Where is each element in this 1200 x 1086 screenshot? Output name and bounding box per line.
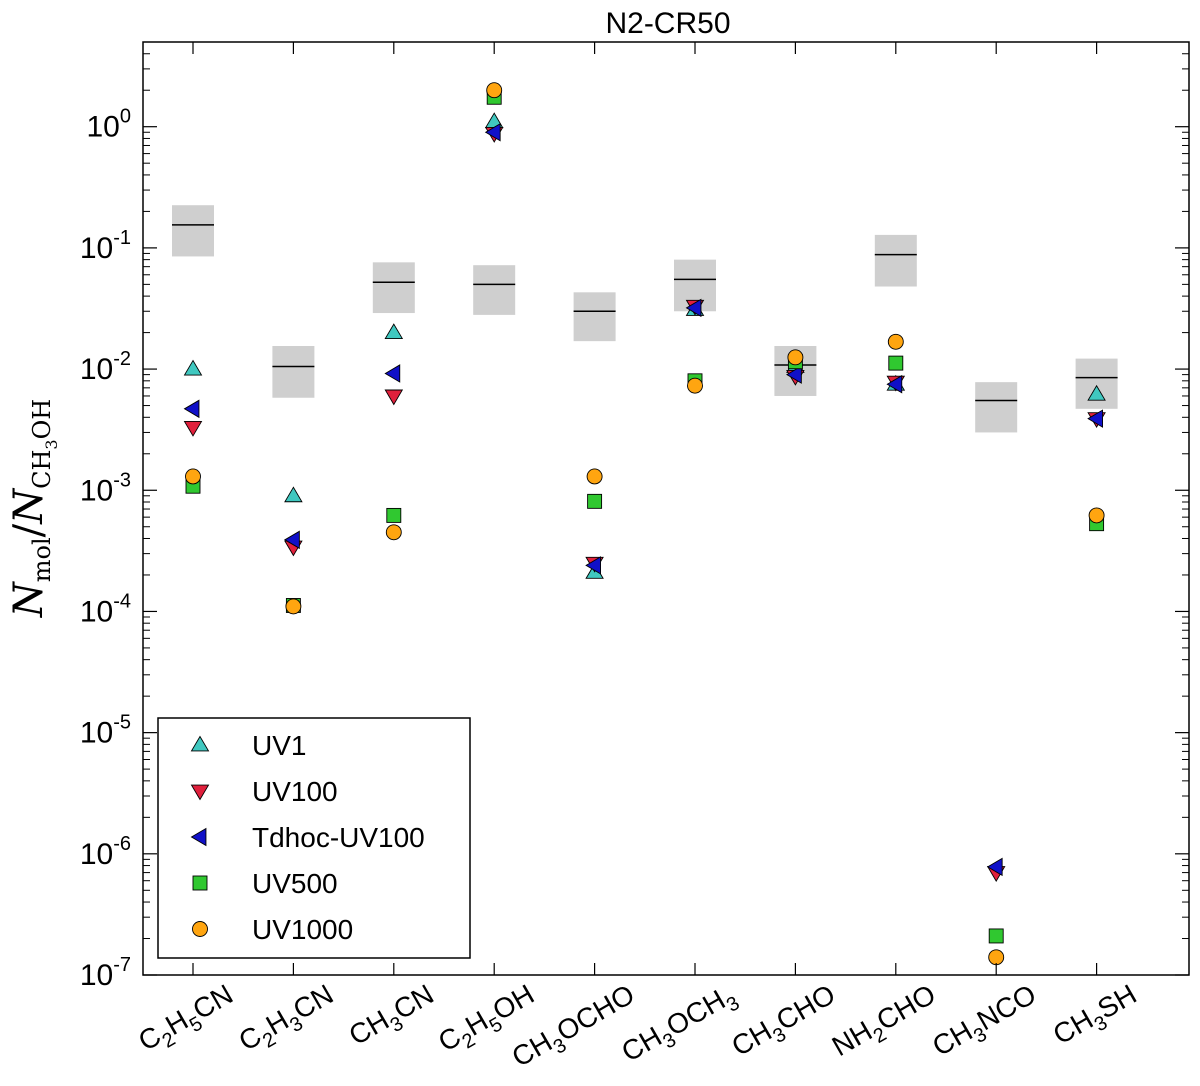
data-point [384, 389, 404, 406]
data-point [386, 507, 402, 523]
svg-text:Nmol/NCH3OH: Nmol/NCH3OH [6, 399, 61, 618]
x-category-labels: C2H5CNC2H3CNCH3CNC2H5OHCH3OCHOCH3OCH3CH3… [133, 978, 1145, 1073]
ylabel-sub-ch: CH [28, 450, 56, 489]
series-tdhoc-uv100 [183, 122, 1104, 877]
data-point [183, 359, 203, 376]
data-point [284, 486, 303, 503]
data-point [384, 323, 404, 339]
data-point [486, 82, 503, 99]
series-uv1 [183, 112, 1106, 579]
data-point [988, 928, 1004, 944]
category-label-text: CH3OCH3 [616, 978, 743, 1073]
legend-box [157, 717, 471, 959]
x-axis-ticks [192, 42, 1098, 975]
category-label: CH3NCO [927, 978, 1045, 1068]
legend-label: Tdhoc-UV100 [252, 822, 425, 853]
data-point [585, 556, 601, 575]
y-axis-label: Nmol/NCH3OH [6, 399, 61, 618]
category-label-text: C2H5CN [133, 978, 241, 1062]
observed-range-band [874, 234, 917, 287]
category-label: CH3CN [344, 978, 443, 1057]
observed-range-band [473, 265, 516, 315]
y-tick-label: 10-3 [80, 469, 131, 507]
legend-marker [192, 875, 208, 891]
category-label-text: NH2CHO [827, 978, 945, 1068]
y-tick-label: 10-2 [80, 348, 131, 386]
observed-range-band [272, 346, 315, 398]
observed-range-band [1075, 358, 1118, 409]
chart-title: N2-CR50 [605, 7, 730, 40]
y-tick-label: 10-6 [80, 833, 131, 871]
legend-label: UV100 [252, 776, 338, 807]
data-point [586, 468, 603, 485]
legend-label: UV1 [252, 730, 306, 761]
ylabel-n2: N [6, 487, 52, 525]
data-point [986, 857, 1003, 877]
observed-range-band [975, 382, 1018, 433]
category-label-text: CH3CHO [726, 978, 844, 1068]
data-point [886, 374, 903, 394]
data-point [385, 524, 402, 541]
category-label: C2H3CN [234, 978, 342, 1062]
legend-marker [190, 827, 207, 847]
data-point [183, 399, 200, 419]
data-point [484, 122, 501, 142]
data-point [787, 349, 804, 366]
data-point [285, 598, 302, 615]
category-label: CH3SH [1048, 978, 1145, 1056]
legend: UV1 UV100 Tdhoc-UV100 UV500 UV1000 [157, 717, 471, 959]
legend-label: UV1000 [252, 914, 353, 945]
y-tick-label: 10-7 [80, 954, 131, 992]
plot-area: 10-7 10-6 10-5 10-4 10-3 10-2 10-1 100 [80, 41, 1190, 992]
data-point [384, 364, 401, 383]
data-point [185, 468, 201, 485]
data-point [1087, 409, 1104, 428]
category-label: NH2CHO [827, 978, 945, 1068]
data-point [183, 421, 203, 437]
category-label-text: CH3SH [1048, 978, 1145, 1056]
ylabel-sub-mol: mol [28, 537, 56, 582]
ylabel-sub-3: 3 [42, 439, 61, 449]
y-tick-label: 10-5 [80, 712, 131, 750]
ylabel-slash: / [6, 523, 52, 537]
y-tick-label: 10-4 [80, 590, 131, 628]
y-axis-ticks: 10-7 10-6 10-5 10-4 10-3 10-2 10-1 100 [80, 41, 1189, 992]
legend-label: UV500 [252, 868, 338, 899]
data-point [587, 493, 603, 509]
y-tick-label: 10-1 [80, 227, 131, 265]
data-point [1088, 507, 1105, 524]
legend-marker [192, 921, 208, 937]
category-label-text: CH3NCO [927, 978, 1045, 1068]
series-uv1000 [185, 82, 1105, 966]
axes-frame [142, 41, 1190, 976]
data-point [284, 530, 300, 550]
observed-range-band [372, 262, 415, 314]
category-label: C2H5CN [133, 978, 241, 1062]
ylabel-n1: N [6, 580, 52, 618]
y-tick-label: 100 [87, 106, 132, 144]
observed-range-band [172, 205, 214, 257]
legend-marker [190, 735, 210, 752]
observed-range-band [573, 292, 616, 342]
category-label-text: C2H3CN [234, 978, 342, 1062]
data-markers [183, 82, 1106, 966]
category-label-text: CH3CN [344, 978, 443, 1057]
data-point [888, 355, 904, 371]
category-label: CH3CHO [726, 978, 844, 1068]
data-point [687, 377, 703, 394]
observed-bands [172, 205, 1118, 433]
category-label: CH3OCH3 [616, 978, 743, 1073]
data-point [786, 365, 802, 384]
data-point [1087, 384, 1106, 401]
legend-marker [190, 784, 210, 801]
ylabel-sub-oh: OH [28, 399, 56, 440]
data-point [988, 949, 1005, 966]
data-point [685, 298, 702, 318]
data-point [887, 333, 904, 350]
